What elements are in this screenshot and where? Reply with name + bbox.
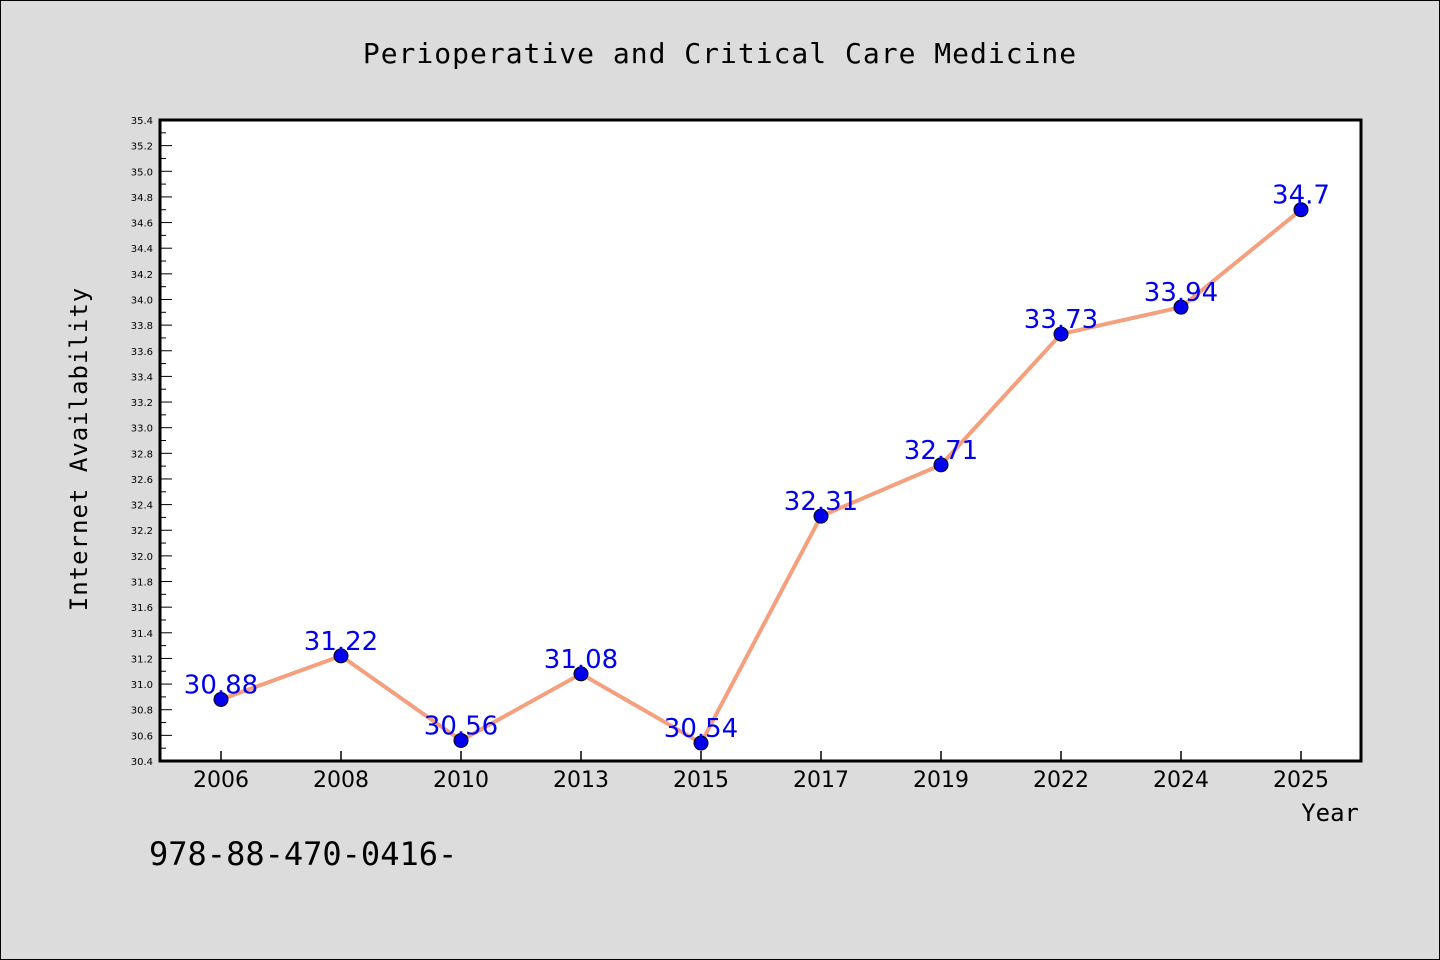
y-tick-label: 33.6 — [131, 347, 153, 358]
data-point — [333, 648, 349, 664]
y-tick-label: 33.8 — [131, 321, 153, 332]
x-tick-label: 2022 — [1033, 768, 1089, 793]
y-axis: 30.4 30.6 30.8 31.0 31.2 31.4 31.6 31.8 32.0 32.2… — [131, 116, 172, 768]
y-tick-label: 31.0 — [131, 680, 153, 691]
y-tick-label: 35.0 — [131, 167, 153, 178]
y-tick-label: 33.4 — [131, 372, 153, 383]
x-axis: 2006 2008 2010 2013 2015 2017 2019 2022 2024 2025 — [193, 751, 1329, 793]
x-tick-label: 2025 — [1273, 768, 1329, 793]
x-tick-label: 2013 — [553, 768, 609, 793]
data-label: 31.22 — [304, 627, 378, 657]
y-tick-label: 32.0 — [131, 552, 153, 563]
x-tick-label: 2010 — [433, 768, 489, 793]
y-tick-label: 34.8 — [131, 193, 153, 204]
series-line-group: 30.88 31.22 30.56 31.08 30.54 32.31 32.71 33.73… — [184, 181, 1330, 751]
y-tick-label: 35.4 — [131, 116, 153, 127]
plot-area — [158, 118, 1363, 763]
data-label: 32.31 — [784, 487, 858, 517]
y-tick-label: 31.6 — [131, 603, 153, 614]
data-label: 33.94 — [1144, 278, 1218, 308]
data-point — [573, 666, 589, 682]
y-tick-label: 32.2 — [131, 526, 153, 537]
chart-title: Perioperative and Critical Care Medicine — [363, 37, 1077, 70]
y-tick-label: 30.4 — [131, 757, 153, 768]
y-tick-label: 31.2 — [131, 654, 153, 665]
x-tick-label: 2019 — [913, 768, 969, 793]
data-point — [1173, 299, 1189, 315]
x-tick-label: 2006 — [193, 768, 249, 793]
data-label: 30.54 — [664, 714, 738, 744]
y-tick-label: 30.8 — [131, 706, 153, 717]
y-tick-label: 32.6 — [131, 475, 153, 486]
y-axis-label: Internet Availability — [65, 287, 93, 611]
data-point — [213, 691, 229, 707]
data-label: 30.88 — [184, 670, 258, 700]
y-tick-label: 35.2 — [131, 142, 153, 153]
data-point — [1293, 202, 1309, 218]
y-tick-label: 34.0 — [131, 295, 153, 306]
data-label: 34.7 — [1272, 181, 1330, 211]
y-tick-label: 34.6 — [131, 219, 153, 230]
data-label: 33.73 — [1024, 305, 1098, 335]
data-label: 31.08 — [544, 645, 618, 675]
x-tick-label: 2017 — [793, 768, 849, 793]
y-tick-label: 30.6 — [131, 731, 153, 742]
x-tick-label: 2008 — [313, 768, 369, 793]
x-tick-label: 2015 — [673, 768, 729, 793]
data-label: 32.71 — [904, 436, 978, 466]
y-tick-label: 31.8 — [131, 578, 153, 589]
y-tick-label: 31.4 — [131, 629, 153, 640]
series-line — [219, 207, 1303, 746]
data-point — [693, 735, 709, 751]
data-point — [453, 732, 469, 748]
x-axis-label: Year — [1301, 799, 1359, 827]
footer-text: 978-88-470-0416- — [149, 835, 457, 873]
data-label: 30.56 — [424, 711, 498, 741]
y-tick-label: 34.4 — [131, 244, 153, 255]
data-point — [1053, 326, 1069, 342]
y-tick-label: 32.4 — [131, 501, 153, 512]
x-tick-label: 2024 — [1153, 768, 1209, 793]
y-tick-label: 33.0 — [131, 424, 153, 435]
data-point — [813, 508, 829, 524]
y-tick-label: 34.2 — [131, 270, 153, 281]
y-tick-label: 32.8 — [131, 449, 153, 460]
data-point — [933, 457, 949, 473]
y-tick-label: 33.2 — [131, 398, 153, 409]
